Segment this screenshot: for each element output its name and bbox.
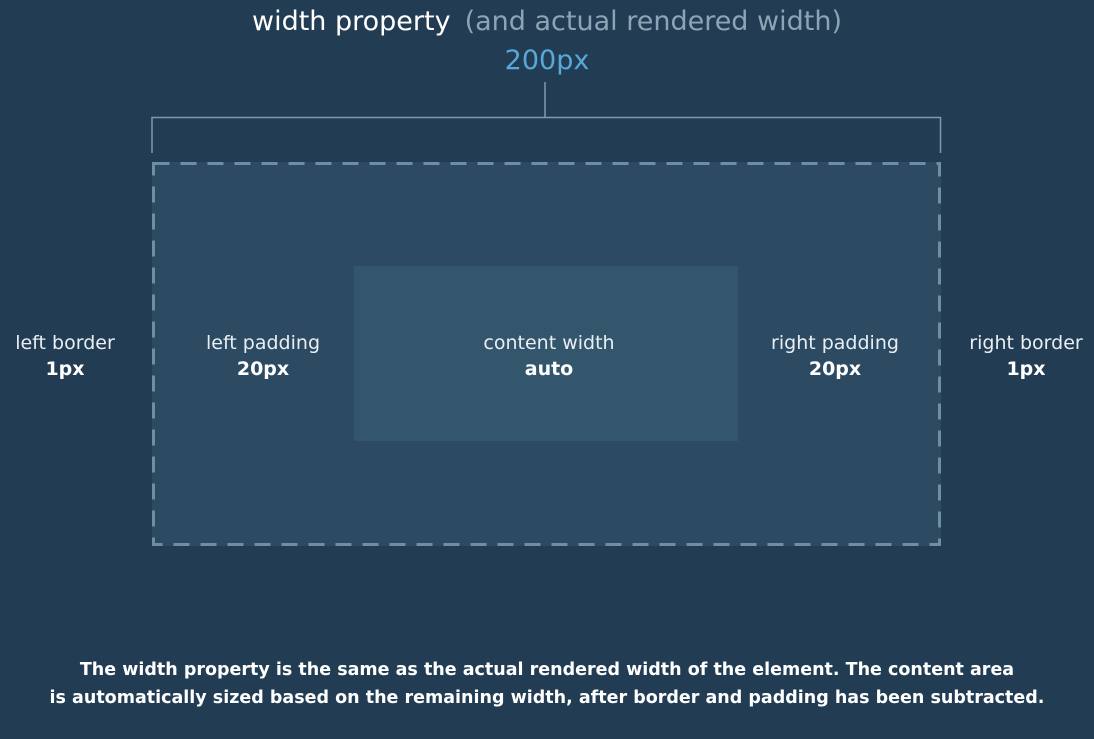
content-width-name: content width [483,332,615,354]
bracket-span [151,116,942,153]
width-property-title: width property [251,6,451,37]
width-property-value: 200px [504,45,590,76]
width-bracket [151,82,942,153]
content-width-label: content width auto [446,330,652,382]
left-padding-name: left padding [205,332,321,354]
right-border-label: right border 1px [958,330,1094,382]
right-border-value: 1px [1006,358,1046,380]
caption-line-2: is automatically sized based on the rema… [49,688,1045,708]
content-area-box [354,266,738,441]
right-padding-name: right padding [771,332,899,354]
left-padding-label: left padding 20px [188,330,338,382]
content-width-value: auto [524,358,574,380]
right-padding-value: 20px [808,358,862,380]
width-property-heading: width property (and actual rendered width… [0,6,1094,37]
width-property-subtitle: (and actual rendered width) [464,6,842,37]
left-border-label: left border 1px [0,330,130,382]
left-padding-value: 20px [236,358,290,380]
right-padding-label: right padding 20px [760,330,910,382]
dashed-border-outline [152,162,941,546]
left-border-name: left border [15,332,115,354]
diagram-caption: The width property is the same as the ac… [0,656,1094,712]
left-border-value: 1px [45,358,85,380]
right-border-name: right border [969,332,1083,354]
element-dashed-border [152,162,941,546]
caption-line-1: The width property is the same as the ac… [79,660,1015,680]
